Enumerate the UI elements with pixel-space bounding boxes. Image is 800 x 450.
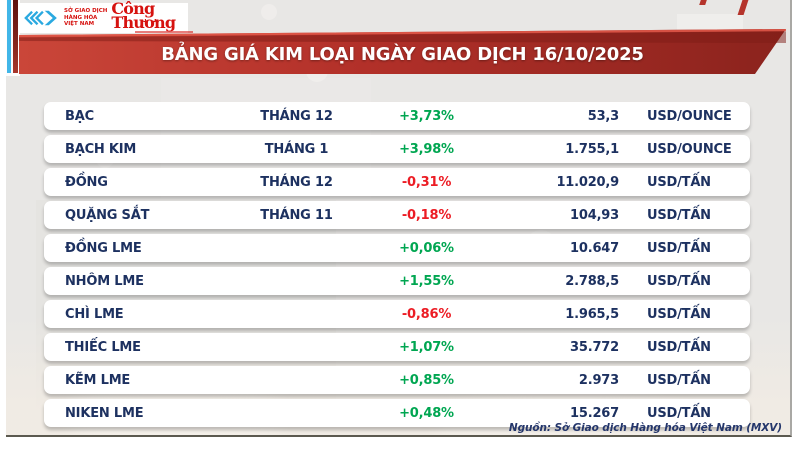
change-percent: +1,07% xyxy=(399,339,454,355)
price-value: 53,3 xyxy=(587,108,619,124)
mxv-logo-icon xyxy=(24,10,57,26)
mxv-org-line: SỞ GIAO DỊCH xyxy=(64,8,108,15)
contract-month: THÁNG 12 xyxy=(260,108,333,124)
price-value: 15.267 xyxy=(570,405,619,421)
table-row: QUẶNG SẮT THÁNG 11 -0,18% 104,93 USD/TẤN xyxy=(44,201,750,229)
commodity-name: BẠCH KIM xyxy=(65,141,137,157)
contract-month: THÁNG 1 xyxy=(264,141,329,157)
price-unit: USD/TẤN xyxy=(647,405,711,421)
commodity-name: ĐỒNG LME xyxy=(65,240,142,256)
price-unit: USD/OUNCE xyxy=(647,141,732,157)
logo-panel: SỞ GIAO DỊCH HÀNG HÓA VIỆT NAM Công Thươ… xyxy=(19,0,194,33)
commodity-name: QUẶNG SẮT xyxy=(65,207,150,223)
source-credit: Nguồn: Sở Giao dịch Hàng hóa Việt Nam (M… xyxy=(508,422,782,434)
commodity-name: ĐỒNG xyxy=(65,174,108,190)
price-value: 104,93 xyxy=(570,207,619,223)
commodity-name: THIẾC LME xyxy=(65,339,141,355)
title-banner: BẢNG GIÁ KIM LOẠI NGÀY GIAO DỊCH 16/10/2… xyxy=(19,28,786,74)
change-percent: -0,86% xyxy=(401,306,452,322)
price-unit: USD/TẤN xyxy=(647,372,711,388)
change-percent: +0,48% xyxy=(399,405,454,421)
red-ribbon-decoration xyxy=(699,0,707,5)
price-unit: USD/TẤN xyxy=(647,306,711,322)
commodity-name: KẼM LME xyxy=(65,372,131,388)
change-percent: +1,55% xyxy=(399,273,454,289)
background-texture xyxy=(261,4,277,20)
price-unit: USD/TẤN xyxy=(647,207,711,223)
price-board: SỞ GIAO DỊCH HÀNG HÓA VIỆT NAM Công Thươ… xyxy=(6,0,792,437)
price-value: 11.020,9 xyxy=(556,174,619,190)
red-ribbon-decoration xyxy=(737,0,749,15)
price-unit: USD/TẤN xyxy=(647,240,711,256)
table-row: ĐỒNG THÁNG 12 -0,31% 11.020,9 USD/TẤN xyxy=(44,168,750,196)
price-unit: USD/TẤN xyxy=(647,273,711,289)
banner-shape xyxy=(19,29,786,74)
table-row: ĐỒNG LME +0,06% 10.647 USD/TẤN xyxy=(44,234,750,262)
price-value: 2.788,5 xyxy=(565,273,619,289)
table-row: THIẾC LME +1,07% 35.772 USD/TẤN xyxy=(44,333,750,361)
mxv-org-line: VIỆT NAM xyxy=(64,21,95,28)
commodity-name: BẠC xyxy=(65,108,94,124)
congthuong-logo-underline xyxy=(135,30,194,33)
commodity-name: NHÔM LME xyxy=(65,273,144,289)
congthuong-logo: Công Thương xyxy=(111,0,194,33)
page-title: BẢNG GIÁ KIM LOẠI NGÀY GIAO DỊCH 16/10/2… xyxy=(161,44,644,65)
mxv-org-line: HÀNG HÓA xyxy=(64,14,98,21)
price-value: 1.965,5 xyxy=(565,306,619,322)
commodity-name: NIKEN LME xyxy=(65,405,144,421)
table-row: BẠC THÁNG 12 +3,73% 53,3 USD/OUNCE xyxy=(44,102,750,130)
price-table: BẠC THÁNG 12 +3,73% 53,3 USD/OUNCE BẠCH … xyxy=(44,102,750,432)
price-unit: USD/OUNCE xyxy=(647,108,732,124)
contract-month: THÁNG 11 xyxy=(260,207,333,223)
price-value: 1.755,1 xyxy=(565,141,619,157)
commodity-name: CHÌ LME xyxy=(65,306,124,322)
change-percent: +3,98% xyxy=(399,141,454,157)
change-percent: -0,18% xyxy=(401,207,452,223)
contract-month: THÁNG 12 xyxy=(260,174,333,190)
table-row: KẼM LME +0,85% 2.973 USD/TẤN xyxy=(44,366,750,394)
table-row: NHÔM LME +1,55% 2.788,5 USD/TẤN xyxy=(44,267,750,295)
change-percent: +0,85% xyxy=(399,372,454,388)
price-value: 10.647 xyxy=(570,240,619,256)
blue-stripe-decoration xyxy=(7,0,11,73)
congthuong-logo-text: Công Thương xyxy=(111,0,176,32)
mxv-org-name: SỞ GIAO DỊCH HÀNG HÓA VIỆT NAM xyxy=(64,8,107,28)
price-unit: USD/TẤN xyxy=(647,339,711,355)
change-percent: -0,31% xyxy=(401,174,452,190)
change-percent: +3,73% xyxy=(399,108,454,124)
table-row: BẠCH KIM THÁNG 1 +3,98% 1.755,1 USD/OUNC… xyxy=(44,135,750,163)
table-row: CHÌ LME -0,86% 1.965,5 USD/TẤN xyxy=(44,300,750,328)
maroon-stripe-decoration xyxy=(12,0,18,73)
price-value: 2.973 xyxy=(578,372,619,388)
price-unit: USD/TẤN xyxy=(647,174,711,190)
change-percent: +0,06% xyxy=(399,240,454,256)
table-row: NIKEN LME +0,48% 15.267 USD/TẤN xyxy=(44,399,750,427)
price-value: 35.772 xyxy=(570,339,619,355)
